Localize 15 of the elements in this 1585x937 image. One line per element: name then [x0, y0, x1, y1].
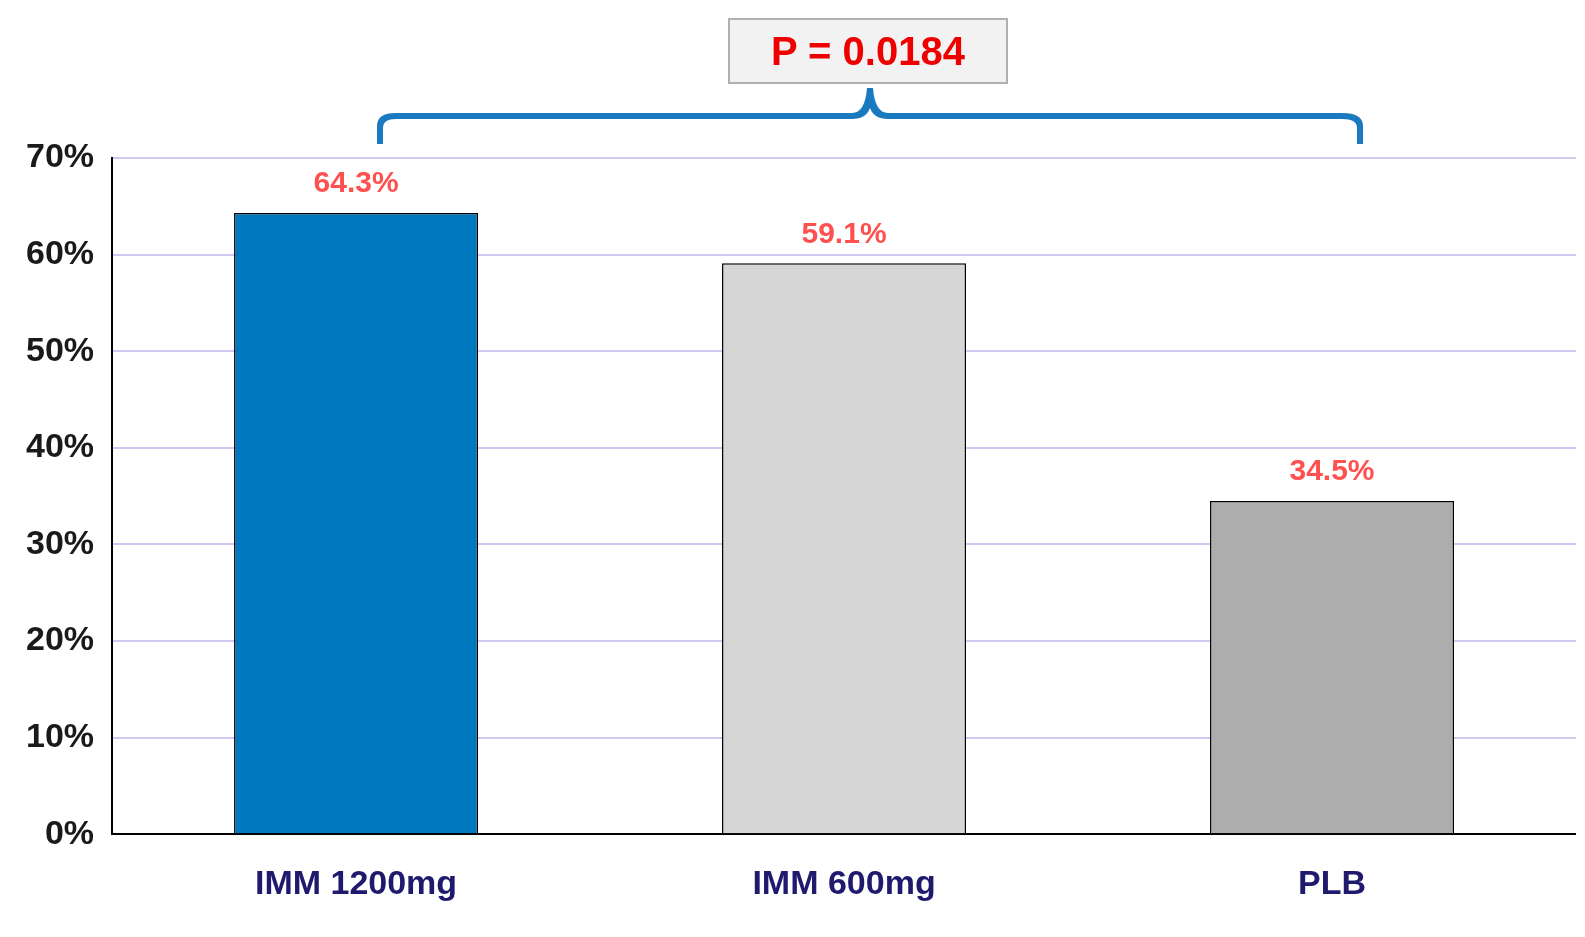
y-tick-label: 50% [25, 329, 95, 368]
x-tick-label: PLB [1298, 862, 1367, 901]
y-tick-label: 0% [44, 812, 95, 851]
y-tick-label: 30% [25, 522, 95, 561]
y-tick-label: 70% [25, 136, 95, 175]
data-label: 64.3% [313, 165, 399, 199]
x-tick-label: IMM 1200mg [254, 862, 458, 901]
y-tick-label: 40% [25, 426, 95, 465]
x-tick-label: IMM 600mg [752, 862, 936, 901]
text: P = 0.0184 [728, 18, 1008, 84]
data-label: 59.1% [801, 215, 887, 249]
y-tick-label: 10% [25, 715, 95, 754]
y-tick-label: 60% [25, 232, 95, 271]
y-tick-label: 20% [25, 619, 95, 658]
data-label: 34.5% [1289, 453, 1375, 487]
